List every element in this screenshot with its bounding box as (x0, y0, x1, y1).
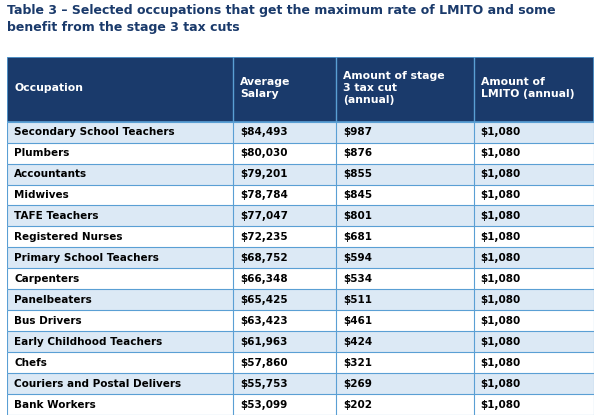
Text: $594: $594 (343, 253, 372, 263)
Text: Panelbeaters: Panelbeaters (14, 295, 92, 305)
Text: Midwives: Midwives (14, 190, 69, 200)
Text: $63,423: $63,423 (240, 316, 288, 326)
Text: $511: $511 (343, 295, 372, 305)
Text: Primary School Teachers: Primary School Teachers (14, 253, 159, 263)
Text: $84,493: $84,493 (240, 127, 288, 137)
Text: TAFE Teachers: TAFE Teachers (14, 211, 99, 221)
Text: $55,753: $55,753 (240, 379, 288, 389)
Text: $66,348: $66,348 (240, 274, 288, 284)
Text: Amount of stage
3 tax cut
(annual): Amount of stage 3 tax cut (annual) (343, 70, 444, 106)
Text: Table 3 – Selected occupations that get the maximum rate of LMITO and some
benef: Table 3 – Selected occupations that get … (7, 4, 556, 34)
Text: Early Childhood Teachers: Early Childhood Teachers (14, 337, 162, 347)
Text: $80,030: $80,030 (240, 148, 287, 158)
Text: $269: $269 (343, 379, 371, 389)
Text: $68,752: $68,752 (240, 253, 288, 263)
Text: $1,080: $1,080 (481, 169, 521, 179)
Text: $61,963: $61,963 (240, 337, 287, 347)
Text: $202: $202 (343, 399, 372, 409)
Text: Amount of
LMITO (annual): Amount of LMITO (annual) (481, 77, 574, 99)
Text: Plumbers: Plumbers (14, 148, 70, 158)
Text: $1,080: $1,080 (481, 358, 521, 368)
Text: $855: $855 (343, 169, 372, 179)
Text: $1,080: $1,080 (481, 148, 521, 158)
Text: Average
Salary: Average Salary (240, 77, 290, 99)
Text: $1,080: $1,080 (481, 211, 521, 221)
Text: $65,425: $65,425 (240, 295, 288, 305)
Text: $321: $321 (343, 358, 372, 368)
Text: Chefs: Chefs (14, 358, 47, 368)
Text: Occupation: Occupation (14, 83, 83, 93)
Text: $78,784: $78,784 (240, 190, 288, 200)
Text: $801: $801 (343, 211, 372, 221)
Text: $1,080: $1,080 (481, 190, 521, 200)
Text: $876: $876 (343, 148, 372, 158)
Text: $1,080: $1,080 (481, 295, 521, 305)
Text: $57,860: $57,860 (240, 358, 288, 368)
Text: Accountants: Accountants (14, 169, 87, 179)
Text: $1,080: $1,080 (481, 316, 521, 326)
Text: $461: $461 (343, 316, 372, 326)
Text: $1,080: $1,080 (481, 337, 521, 347)
Text: $53,099: $53,099 (240, 399, 287, 409)
Text: Carpenters: Carpenters (14, 274, 79, 284)
Text: $72,235: $72,235 (240, 232, 288, 242)
Text: $77,047: $77,047 (240, 211, 288, 221)
Text: $1,080: $1,080 (481, 399, 521, 409)
Text: $1,080: $1,080 (481, 253, 521, 263)
Text: Registered Nurses: Registered Nurses (14, 232, 123, 242)
Text: $424: $424 (343, 337, 372, 347)
Text: $845: $845 (343, 190, 372, 200)
Text: $79,201: $79,201 (240, 169, 287, 179)
Text: $1,080: $1,080 (481, 127, 521, 137)
Text: $1,080: $1,080 (481, 232, 521, 242)
Text: Bus Drivers: Bus Drivers (14, 316, 82, 326)
Text: $1,080: $1,080 (481, 274, 521, 284)
Text: Bank Workers: Bank Workers (14, 399, 96, 409)
Text: $534: $534 (343, 274, 372, 284)
Text: Secondary School Teachers: Secondary School Teachers (14, 127, 175, 137)
Text: $681: $681 (343, 232, 372, 242)
Text: Couriers and Postal Delivers: Couriers and Postal Delivers (14, 379, 181, 389)
Text: $987: $987 (343, 127, 372, 137)
Text: $1,080: $1,080 (481, 379, 521, 389)
